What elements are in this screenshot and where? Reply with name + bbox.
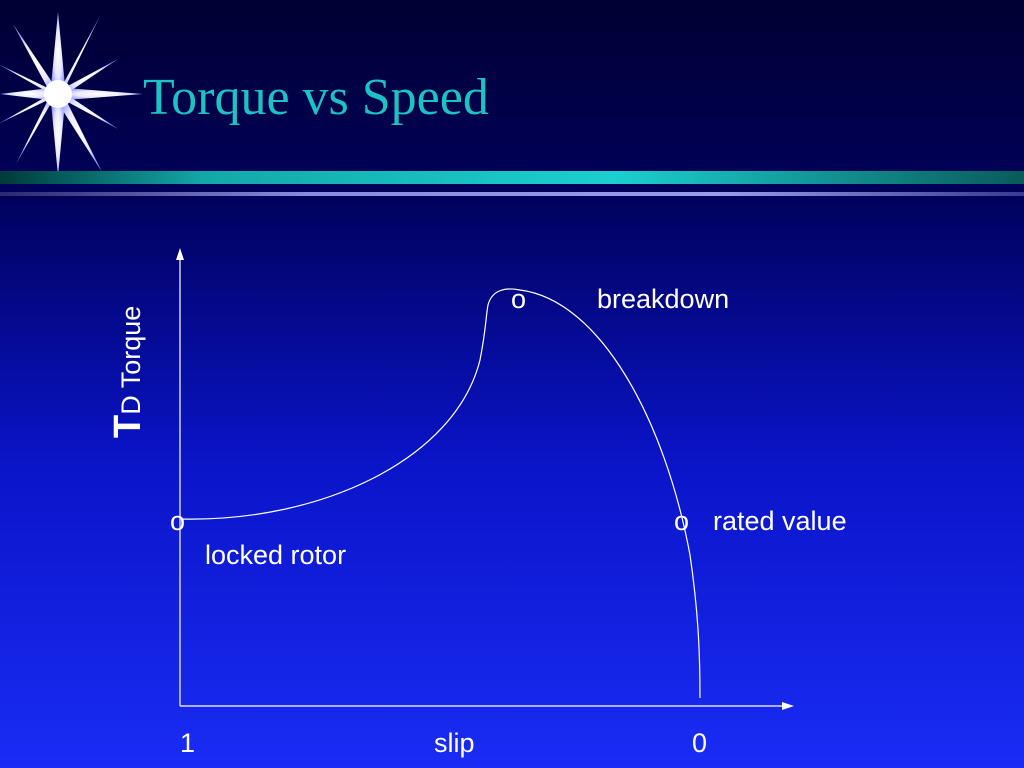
y-axis-label: TD Torque — [107, 306, 149, 438]
y-axis-text: D Torque — [116, 306, 146, 415]
breakdown-marker: o — [511, 284, 526, 314]
rated-value-label: rated value — [713, 506, 847, 536]
starburst-logo — [0, 12, 143, 176]
x-tick-left: 1 — [180, 728, 195, 758]
title-underline-bars — [0, 171, 1024, 196]
slide-title: Torque vs Speed — [143, 69, 489, 126]
breakdown-label: breakdown — [597, 284, 729, 314]
locked-rotor-marker: o — [170, 506, 185, 536]
locked-rotor-label: locked rotor — [205, 540, 346, 570]
accent-bar-lavender — [0, 192, 1024, 196]
torque-curve — [181, 288, 701, 699]
x-axis-arrow — [782, 702, 794, 710]
x-axis-label: slip — [434, 728, 475, 758]
x-tick-right: 0 — [692, 728, 707, 758]
accent-bar-teal — [0, 171, 1024, 184]
y-axis-symbol: T — [107, 415, 149, 438]
rated-value-marker: o — [674, 506, 689, 536]
y-axis-arrow — [176, 248, 184, 260]
